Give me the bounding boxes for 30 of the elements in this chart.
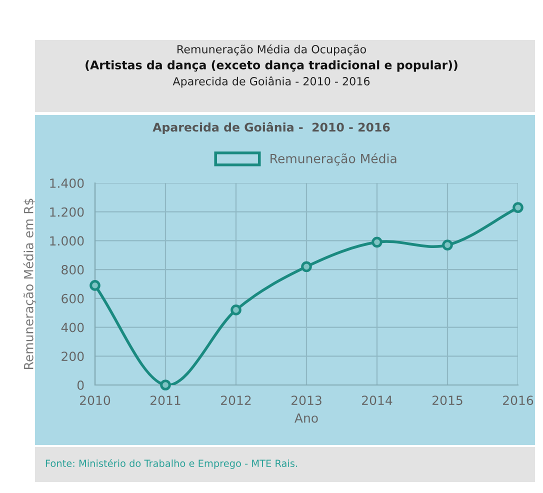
source-note: Fonte: Ministério do Trabalho e Emprego - MTE Rais. [46, 459, 298, 469]
x-tick-label: 2015 [432, 396, 462, 406]
y-axis-title: Remuneração Média em R$ [23, 198, 36, 370]
x-tick-label: 2013 [292, 396, 322, 406]
point [372, 236, 382, 248]
point [90, 280, 100, 291]
y-tick-label: 0 [77, 380, 84, 390]
chart-title: Remuneração Média da Ocupação [177, 44, 366, 56]
x-tick-label: 2011 [150, 396, 180, 406]
x-tick-label: 2010 [80, 396, 110, 406]
chart-subtitle: (Artistas da dança (exceto dança tradicional e popular)) [86, 60, 458, 72]
y-tick-label: 200 [62, 352, 84, 362]
point [230, 304, 242, 316]
x-tick-label: 2016 [503, 396, 534, 406]
y-tick-label: 1.000 [50, 236, 84, 246]
y-tick-label: 1.400 [50, 178, 84, 188]
text: Aparecida de Goiânia - 2010 - 2016 [152, 122, 390, 134]
y-tick-label: 800 [62, 265, 84, 274]
y-tick-label: 600 [62, 294, 84, 304]
y-tick-label: 1.200 [50, 207, 84, 217]
point [442, 240, 453, 250]
y-tick-label: 400 [61, 322, 84, 332]
x-axis-title: Ano [294, 413, 318, 423]
text: Aparecida de Goiânia - 2010 - 2016 [172, 76, 370, 88]
x-tick-label: 2014 [362, 396, 392, 406]
x-tick-label: 2012 [221, 396, 251, 406]
legend-label: Remuneração Média [270, 153, 396, 166]
point [160, 380, 171, 390]
point [301, 261, 312, 272]
point [512, 202, 524, 213]
